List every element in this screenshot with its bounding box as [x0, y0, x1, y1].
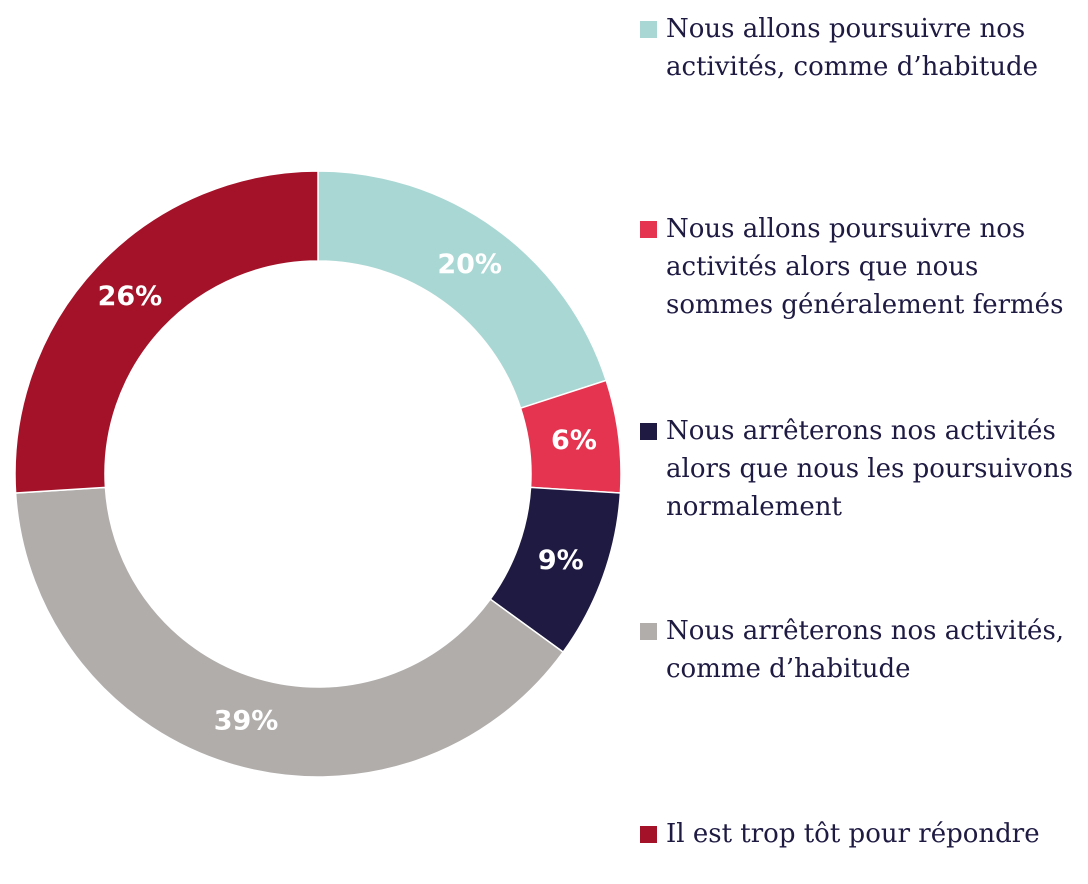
legend-item: Nous arrêterons nos activités, comme d’h…: [640, 612, 1088, 688]
data-label: 20%: [437, 249, 502, 280]
legend-label: Il est trop tôt pour répondre: [666, 819, 1040, 849]
legend-label: Nous arrêterons nos activités, comme d’h…: [666, 616, 1065, 684]
data-label: 26%: [98, 281, 163, 312]
donut-segment: [14, 170, 319, 494]
legend-item: Il est trop tôt pour répondre: [640, 815, 1088, 853]
legend-label: Nous allons poursuivre nos activités alo…: [666, 214, 1064, 320]
legend-item: Nous allons poursuivre nos activités, co…: [640, 10, 1088, 86]
legend-swatch: [640, 21, 657, 38]
legend-label: Nous arrêterons nos activités alors que …: [666, 416, 1073, 522]
donut-segment: [317, 170, 608, 410]
legend-swatch: [640, 221, 657, 238]
legend-swatch: [640, 826, 657, 843]
legend-item: Nous arrêterons nos activités alors que …: [640, 412, 1088, 526]
chart: 20% 6% 9% 39% 26%: [14, 170, 622, 778]
donut-segment: [14, 486, 565, 778]
data-label: 39%: [214, 705, 279, 736]
legend-swatch: [640, 623, 657, 640]
legend-item: Nous allons poursuivre nos activités alo…: [640, 210, 1088, 324]
data-label: 9%: [538, 545, 584, 576]
legend-swatch: [640, 423, 657, 440]
legend-label: Nous allons poursuivre nos activités, co…: [666, 14, 1039, 82]
data-label: 6%: [551, 425, 597, 456]
